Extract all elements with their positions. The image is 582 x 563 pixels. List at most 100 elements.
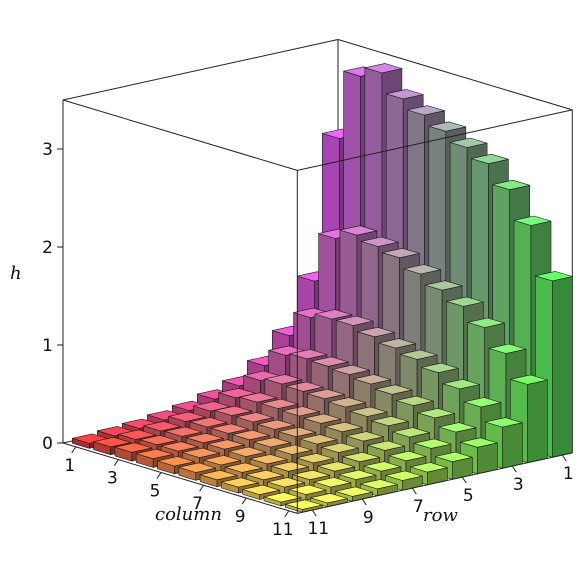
bar-top-face xyxy=(357,326,395,338)
row-tick-mark xyxy=(561,454,567,462)
bar-top-face xyxy=(328,397,367,408)
bar-top-face xyxy=(371,415,409,427)
bar-top-face xyxy=(296,453,334,464)
row-tick-mark xyxy=(511,465,517,473)
column-tick-label: 9 xyxy=(235,507,246,527)
bar-top-face xyxy=(135,448,174,460)
bar-top-face xyxy=(284,499,323,510)
row-tick-label: 3 xyxy=(513,475,524,495)
row-tick-label: 7 xyxy=(413,497,424,517)
column-tick-label: 5 xyxy=(150,481,161,501)
bar-top-face xyxy=(264,374,303,385)
bar-top-face xyxy=(442,378,481,390)
bar-top-face xyxy=(367,440,406,451)
bounding-box-front xyxy=(62,99,573,514)
bar-top-face xyxy=(534,271,573,282)
row-tick-label: 1 xyxy=(563,464,574,484)
bar-top-face xyxy=(246,469,284,481)
bar-top-face xyxy=(438,422,477,433)
bar-top-face xyxy=(434,451,473,463)
column-tick-label: 11 xyxy=(272,520,294,540)
column-tick-label: 1 xyxy=(64,456,75,476)
column-tick-label: 3 xyxy=(107,469,118,489)
bar-top-face xyxy=(143,421,181,432)
row-tick-mark xyxy=(461,476,467,484)
bar-top-face xyxy=(459,437,498,448)
column-tick-mark xyxy=(241,497,247,505)
bar-top-face xyxy=(157,456,195,467)
box-edge-front xyxy=(62,99,298,171)
z-tick-label: 0 xyxy=(42,434,53,454)
bar-top-face xyxy=(199,469,238,481)
bar-top-face xyxy=(160,441,199,452)
z-tick-label: 1 xyxy=(42,336,53,356)
bar-top-face xyxy=(210,423,249,434)
bar-r9-c11 xyxy=(334,486,373,502)
bar-top-face xyxy=(509,374,548,385)
box-edge-front xyxy=(62,442,298,514)
row-axis-label: row xyxy=(423,505,458,526)
bar-top-face xyxy=(289,349,328,360)
box-edge-front xyxy=(297,452,573,514)
bar-top-face xyxy=(214,405,253,416)
bar-top-face xyxy=(403,264,442,275)
row-tick-mark xyxy=(361,498,367,506)
bar-top-face xyxy=(249,454,288,465)
bar-top-face xyxy=(239,392,278,403)
row-tick-label: 9 xyxy=(363,508,374,528)
bar-r8-c11 xyxy=(359,479,398,497)
bar-top-face xyxy=(359,479,398,490)
row-tick-mark xyxy=(311,509,317,517)
bar-top-face xyxy=(342,451,381,463)
bar-top-face xyxy=(428,121,467,132)
bar-top-face xyxy=(185,432,224,444)
bar-top-face xyxy=(321,442,359,453)
bar-top-face xyxy=(424,280,463,291)
bar-top-face xyxy=(257,419,295,430)
bar-r10-c9 xyxy=(267,477,306,495)
bar-top-face xyxy=(189,417,228,428)
column-axis-label: column xyxy=(155,504,222,525)
bar-top-face xyxy=(224,462,263,473)
bar-top-face xyxy=(392,427,431,438)
bar-top-face xyxy=(292,469,331,481)
bar-top-face xyxy=(282,406,320,417)
bar-top-face xyxy=(353,374,392,385)
bar-top-face xyxy=(221,477,259,488)
bar-top-face xyxy=(488,343,527,354)
column-tick-mark xyxy=(113,459,119,466)
column-tick-mark xyxy=(71,446,77,454)
bar-top-face xyxy=(313,477,352,488)
bar-top-face xyxy=(114,442,153,453)
bar-top-face xyxy=(374,384,413,395)
bar-top-face xyxy=(413,438,452,449)
box-edge-front xyxy=(297,109,573,171)
bar-top-face xyxy=(93,436,131,448)
bar-top-face xyxy=(228,446,267,457)
bar-top-face xyxy=(274,444,313,455)
bar-top-face xyxy=(260,398,299,409)
bar-top-face xyxy=(449,137,488,148)
bar-top-face xyxy=(364,63,403,74)
bar-top-face xyxy=(417,408,456,419)
bar-top-face xyxy=(303,413,342,424)
bar-front-face xyxy=(501,422,523,469)
bar-top-face xyxy=(382,248,420,259)
bar-top-face xyxy=(388,450,427,462)
bar-top-face xyxy=(384,470,423,481)
bar-top-face xyxy=(193,401,231,412)
bar-top-face xyxy=(421,362,459,374)
bar-top-face xyxy=(363,461,402,472)
bar-top-face xyxy=(324,421,363,433)
box-edge-back xyxy=(62,39,339,101)
bar-top-face xyxy=(513,215,552,226)
bar-r11-c11 xyxy=(284,499,323,513)
bar-top-face xyxy=(310,356,349,367)
bar-top-face xyxy=(271,461,309,472)
bar-top-face xyxy=(349,406,388,417)
bar-top-face xyxy=(446,296,484,307)
bar-top-face xyxy=(118,429,156,440)
column-tick-mark xyxy=(156,472,162,479)
box-edge-back xyxy=(337,39,573,111)
